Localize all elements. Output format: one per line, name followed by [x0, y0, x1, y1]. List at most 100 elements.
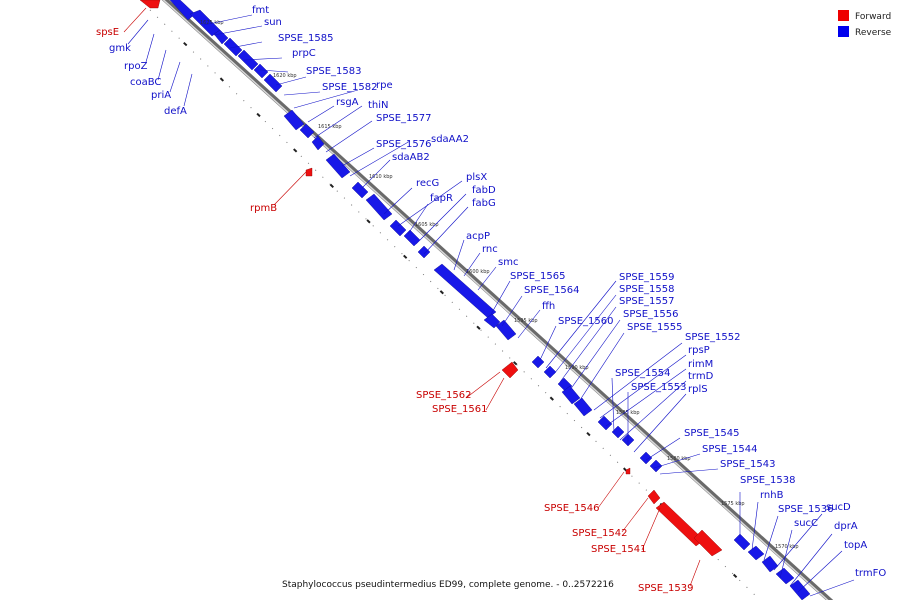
gene-block — [561, 385, 581, 405]
gene-block — [625, 467, 631, 475]
gene-label[interactable]: SPSE_1542 — [572, 528, 628, 539]
gene-block — [417, 245, 431, 259]
gene-label[interactable]: rpoZ — [124, 61, 148, 72]
forward-gene-labels: spsE rpmB SPSE_1562 SPSE_1561 SPSE_1546 … — [96, 27, 694, 594]
gene-label[interactable]: SPSE_1558 — [619, 284, 675, 295]
gene-label[interactable]: rnc — [482, 244, 498, 255]
tick-label: 1595 kbp — [514, 318, 538, 324]
gene-label[interactable]: SPSE_1553 — [631, 382, 687, 393]
gene-block — [495, 319, 517, 341]
gene-label[interactable]: SPSE_1538 — [740, 475, 796, 486]
gene-label[interactable]: acpP — [466, 231, 490, 242]
gene-label[interactable]: SPSE_1564 — [524, 285, 580, 296]
gene-label[interactable]: defA — [164, 106, 187, 117]
tick-label: 1615 kbp — [318, 124, 342, 130]
gene-label[interactable]: rpe — [376, 80, 393, 91]
gene-label[interactable]: rnhB — [760, 490, 784, 501]
left-leader-lines — [127, 19, 193, 107]
gene-label[interactable]: SPSE_1576 — [376, 139, 432, 150]
gene-block — [747, 545, 765, 561]
map-caption: Staphylococcus pseudintermedius ED99, co… — [282, 580, 614, 590]
gene-label[interactable]: SPSE_1577 — [376, 113, 432, 124]
tick-label: 1580 kbp — [667, 456, 691, 462]
gene-block — [283, 109, 305, 131]
gene-block — [573, 397, 593, 417]
gene-label[interactable]: SPSE_1552 — [685, 332, 741, 343]
gene-label[interactable]: topA — [844, 540, 867, 551]
gene-label[interactable]: fabD — [472, 185, 496, 196]
gene-label[interactable]: sucD — [826, 502, 851, 513]
gene-label[interactable]: recG — [416, 178, 439, 189]
tick-label: 1625 kbp — [200, 20, 224, 26]
gene-label[interactable]: SPSE_1541 — [591, 544, 647, 555]
gene-label[interactable]: priA — [151, 90, 171, 101]
gene-label[interactable]: prpC — [292, 48, 316, 59]
gene-label[interactable]: sdaAA2 — [431, 134, 469, 145]
gene-label[interactable]: thiN — [368, 100, 389, 111]
gene-block — [647, 489, 661, 505]
gene-label[interactable]: fmt — [252, 5, 269, 16]
gene-label[interactable]: trmFO — [855, 568, 886, 579]
gene-label[interactable]: SPSE_1560 — [558, 316, 614, 327]
forward-legend-label: Forward — [855, 12, 891, 22]
gene-label[interactable]: rimM — [688, 359, 713, 370]
gene-label[interactable]: trmD — [688, 371, 714, 382]
gene-label[interactable]: SPSE_1583 — [306, 66, 362, 77]
gene-block — [639, 451, 653, 465]
gene-label[interactable]: SPSE_1554 — [615, 368, 671, 379]
gene-block — [733, 533, 751, 551]
gene-label[interactable]: SPSE_1585 — [278, 33, 334, 44]
reverse-gene-labels: fmt sun SPSE_1585 prpC SPSE_1583 SPSE_15… — [252, 5, 886, 579]
gene-label[interactable]: sun — [264, 17, 282, 28]
gene-label[interactable]: smc — [498, 257, 518, 268]
gene-label[interactable]: dprA — [834, 521, 858, 532]
tick-label: 1600 kbp — [466, 269, 490, 275]
gene-block — [649, 459, 663, 473]
tick-label: 1610 kbp — [369, 174, 393, 180]
gene-label[interactable]: SPSE_1543 — [720, 459, 776, 470]
gene-label[interactable]: SPSE_1539 — [638, 583, 694, 594]
gene-label[interactable]: rplS — [688, 384, 708, 395]
tick-label: 1590 kbp — [565, 365, 589, 371]
gene-label[interactable]: gmk — [109, 43, 131, 54]
gene-label[interactable]: fabG — [472, 198, 496, 209]
gene-block — [611, 425, 625, 439]
gene-label[interactable]: ffh — [542, 301, 555, 312]
gene-label[interactable]: SPSE_1555 — [627, 322, 683, 333]
gene-label[interactable]: SPSE_1565 — [510, 271, 566, 282]
gene-label[interactable]: SPSE_1544 — [702, 444, 758, 455]
gene-label[interactable]: coaBC — [130, 77, 161, 88]
gene-block — [483, 313, 501, 329]
gene-label[interactable]: sucC — [794, 518, 818, 529]
kbp-ticks: 1625 kbp 1620 kbp 1615 kbp 1610 kbp 1605… — [200, 20, 799, 550]
gene-label[interactable]: SPSE_1582 — [322, 82, 378, 93]
reverse-swatch — [838, 26, 849, 37]
gene-label[interactable]: SPSE_1536 — [778, 504, 834, 515]
gene-label[interactable]: SPSE_1557 — [619, 296, 675, 307]
gene-label[interactable]: SPSE_1556 — [623, 309, 679, 320]
gene-label[interactable]: SPSE_1546 — [544, 503, 600, 514]
gene-label[interactable]: sdaAB2 — [392, 152, 430, 163]
gene-block — [543, 365, 557, 379]
gene-label[interactable]: rsgA — [336, 97, 359, 108]
gene-label[interactable]: rpsP — [688, 345, 710, 356]
gene-block — [253, 63, 269, 79]
gene-label[interactable]: SPSE_1559 — [619, 272, 675, 283]
gene-label[interactable]: rpmB — [250, 203, 277, 214]
gene-label[interactable]: fapR — [430, 193, 453, 204]
gene-label[interactable]: plsX — [466, 172, 487, 183]
gene-label[interactable]: SPSE_1562 — [416, 390, 472, 401]
gene-label[interactable]: spsE — [96, 27, 119, 38]
gene-block — [531, 355, 545, 369]
reverse-legend-label: Reverse — [855, 28, 892, 38]
reverse-gene-blocks — [169, 0, 811, 600]
forward-gene-blocks — [139, 0, 723, 557]
gene-block — [305, 167, 313, 177]
gene-block — [433, 263, 497, 319]
gene-block — [693, 529, 723, 557]
gene-block — [389, 219, 407, 237]
gene-label[interactable]: SPSE_1561 — [432, 404, 488, 415]
gene-label[interactable]: SPSE_1545 — [684, 428, 740, 439]
gene-block — [263, 73, 283, 93]
